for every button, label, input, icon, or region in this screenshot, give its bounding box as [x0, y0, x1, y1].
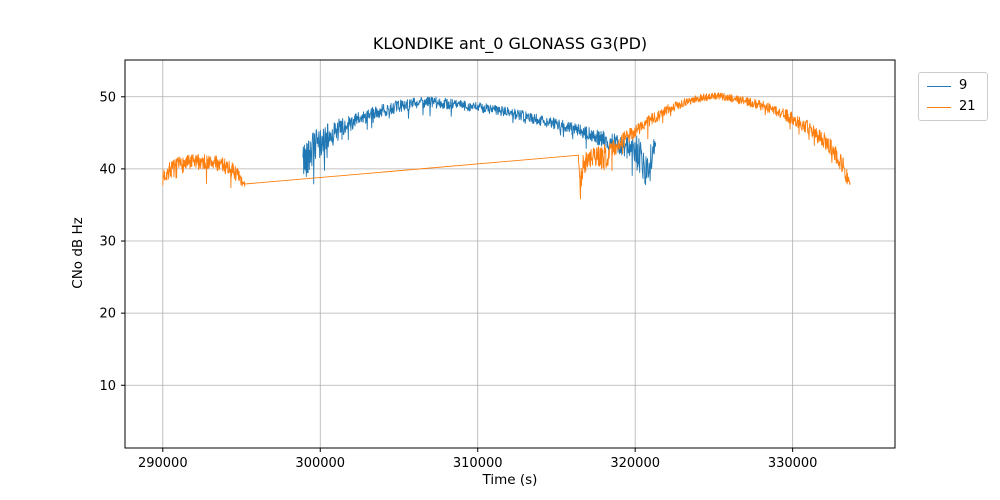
y-axis-label: CNo dB Hz — [70, 217, 86, 288]
tick-layer: 290000 300000 310000 320000 330000 10 20 30 40 50 — [99, 90, 817, 471]
x-tick-label: 290000 — [138, 456, 188, 471]
legend-label-series-21: 21 — [959, 99, 976, 114]
x-axis-label: Time (s) — [482, 472, 538, 488]
axes-layer — [124, 59, 896, 449]
legend-line-series-9 — [927, 85, 951, 87]
series-line-9 — [302, 96, 657, 186]
legend-line-series-21 — [927, 106, 951, 108]
legend-label-series-9: 9 — [959, 78, 968, 93]
legend-entry-series-9: 9 — [927, 78, 977, 94]
x-tick-label: 320000 — [610, 456, 660, 471]
y-tick-label: 10 — [99, 379, 116, 394]
legend-entry-series-21: 21 — [927, 99, 977, 115]
x-tick-label: 330000 — [768, 456, 818, 471]
y-tick-label: 30 — [99, 235, 116, 250]
y-tick-label: 20 — [99, 307, 116, 322]
x-tick-label: 300000 — [295, 456, 345, 471]
series-line-21 — [162, 92, 851, 200]
y-tick-label: 50 — [99, 90, 116, 105]
x-tick-label: 310000 — [453, 456, 503, 471]
grid-layer — [125, 60, 895, 448]
chart-title: KLONDIKE ant_0 GLONASS G3(PD) — [373, 34, 647, 54]
y-tick-label: 40 — [99, 162, 116, 177]
plot-border — [124, 59, 896, 449]
series-layer — [162, 92, 851, 200]
legend: 9 21 — [918, 72, 988, 121]
